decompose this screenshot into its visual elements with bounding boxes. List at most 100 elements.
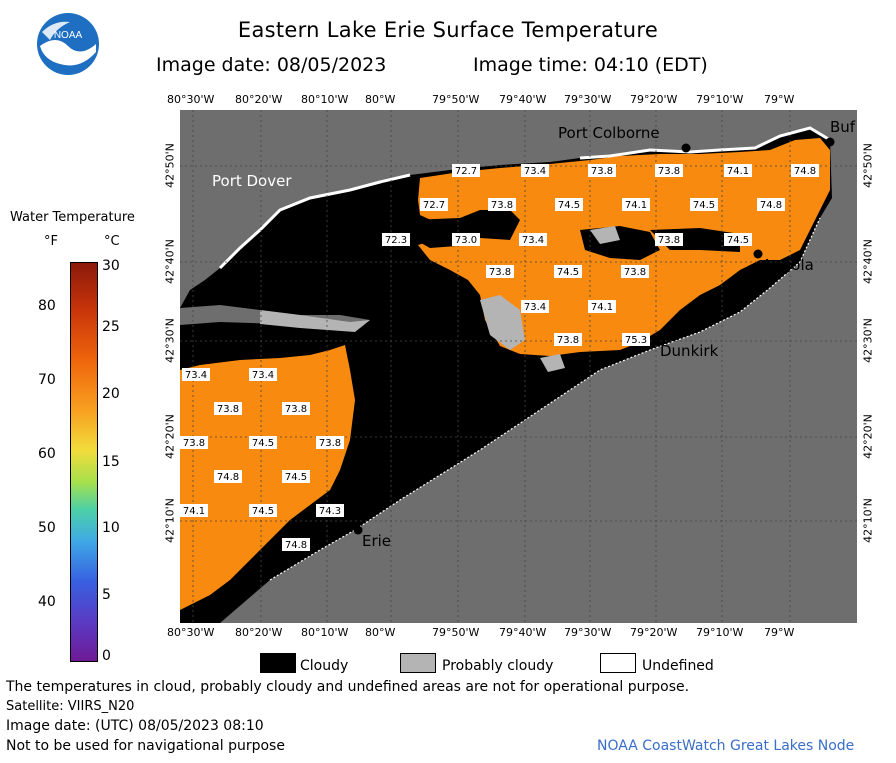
top-lon-tick: 80°10'W <box>301 93 349 106</box>
temperature-label: 74.1 <box>622 198 650 211</box>
top-lon-tick: 79°20'W <box>630 93 678 106</box>
temperature-label: 74.8 <box>214 470 242 483</box>
colorbar-c-tick: 30 <box>102 258 120 274</box>
unit-fahrenheit: °F <box>44 234 58 249</box>
probably-cloudy-swatch <box>400 653 436 673</box>
svg-text:74.5: 74.5 <box>693 200 715 211</box>
right-lat-tick: 42°40'N <box>861 239 875 284</box>
temperature-label: 73.8 <box>554 333 582 346</box>
undefined-swatch <box>600 653 636 673</box>
temperature-label: 73.8 <box>621 265 649 278</box>
bottom-lon-tick: 79°20'W <box>630 626 678 639</box>
place-dot <box>651 335 661 345</box>
colorbar-c-tick: 0 <box>102 648 111 664</box>
svg-text:74.8: 74.8 <box>760 200 782 211</box>
cloudy-label: Cloudy <box>300 658 349 674</box>
svg-text:73.8: 73.8 <box>319 438 341 449</box>
temperature-label: 73.4 <box>182 368 210 381</box>
undefined-label: Undefined <box>642 658 714 674</box>
svg-text:74.5: 74.5 <box>252 506 274 517</box>
temperature-label: 73.8 <box>655 164 683 177</box>
svg-text:73.8: 73.8 <box>491 200 513 211</box>
temperature-label: 74.8 <box>791 164 819 177</box>
svg-text:73.8: 73.8 <box>658 235 680 246</box>
bottom-lon-tick: 79°W <box>764 626 795 639</box>
top-lon-tick: 79°30'W <box>564 93 612 106</box>
nav-warning: Not to be used for navigational purpose <box>6 738 285 754</box>
right-lat-tick: 42°30'N <box>861 318 875 363</box>
temperature-label: 72.7 <box>452 164 480 177</box>
svg-text:73.4: 73.4 <box>524 302 546 313</box>
svg-text:73.8: 73.8 <box>557 335 579 346</box>
top-lon-tick: 79°10'W <box>696 93 744 106</box>
cloudy-swatch <box>260 653 296 673</box>
place-label: Dunkirk <box>660 342 719 360</box>
map-grid <box>180 110 857 623</box>
place-label: Buf <box>830 118 856 136</box>
colorbar-f-tick: 40 <box>38 594 56 610</box>
colorbar-c-tick: 5 <box>102 587 111 603</box>
svg-text:73.4: 73.4 <box>524 166 546 177</box>
noaa-logo: NOAA <box>36 12 100 76</box>
temperature-label: 73.8 <box>316 436 344 449</box>
image-date: Image date: 08/05/2023 <box>156 54 387 76</box>
probably-cloudy-label: Probably cloudy <box>442 658 554 674</box>
top-lon-tick: 79°W <box>764 93 795 106</box>
svg-text:74.8: 74.8 <box>285 540 307 551</box>
left-lat-tick: 42°20'N <box>163 414 177 459</box>
place-dot <box>681 143 691 153</box>
temperature-label: 73.4 <box>519 233 547 246</box>
temperature-label: 72.7 <box>420 198 448 211</box>
svg-text:75.3: 75.3 <box>625 335 647 346</box>
left-lat-tick: 42°50'N <box>163 143 177 188</box>
svg-text:74.5: 74.5 <box>557 267 579 278</box>
temperature-label: 74.5 <box>690 198 718 211</box>
svg-text:74.8: 74.8 <box>217 472 239 483</box>
svg-text:NOAA: NOAA <box>54 30 83 41</box>
bottom-lon-tick: 80°20'W <box>235 626 283 639</box>
place-dot <box>825 137 835 147</box>
svg-text:74.5: 74.5 <box>252 438 274 449</box>
right-lat-tick: 42°20'N <box>861 414 875 459</box>
svg-text:74.1: 74.1 <box>727 166 749 177</box>
utc-date: Image date: (UTC) 08/05/2023 08:10 <box>6 718 264 734</box>
svg-text:74.1: 74.1 <box>183 506 205 517</box>
temperature-label: 73.4 <box>521 300 549 313</box>
bottom-lon-tick: 80°30'W <box>167 626 215 639</box>
disclaimer: The temperatures in cloud, probably clou… <box>6 679 690 695</box>
left-lat-tick: 42°10'N <box>163 498 177 543</box>
colorbar-c-tick: 10 <box>102 520 120 536</box>
page-title: Eastern Lake Erie Surface Temperature <box>237 18 659 42</box>
svg-text:74.8: 74.8 <box>794 166 816 177</box>
bottom-lon-tick: 79°50'W <box>432 626 480 639</box>
svg-text:73.8: 73.8 <box>591 166 613 177</box>
unit-celsius: °C <box>104 234 120 249</box>
temperature-label: 73.8 <box>214 402 242 415</box>
colorbar <box>70 262 98 662</box>
svg-text:74.1: 74.1 <box>625 200 647 211</box>
colorbar-title: Water Temperature <box>10 210 135 225</box>
svg-text:74.3: 74.3 <box>319 506 341 517</box>
svg-text:74.1: 74.1 <box>591 302 613 313</box>
temperature-label: 74.5 <box>249 504 277 517</box>
temperature-label: 74.5 <box>555 198 583 211</box>
bottom-lon-tick: 79°10'W <box>696 626 744 639</box>
svg-text:74.5: 74.5 <box>727 235 749 246</box>
colorbar-c-tick: 15 <box>102 454 120 470</box>
credit-link[interactable]: NOAA CoastWatch Great Lakes Node <box>597 738 855 754</box>
temperature-label: 73.8 <box>180 436 208 449</box>
temperature-label: 74.1 <box>180 504 208 517</box>
right-lat-tick: 42°10'N <box>861 498 875 543</box>
svg-text:72.3: 72.3 <box>385 235 407 246</box>
right-lat-tick: 42°50'N <box>861 143 875 188</box>
map-panel: Port Colborne Buf Port Dover Angola Dunkirk E… <box>180 110 857 623</box>
svg-text:73.4: 73.4 <box>522 235 544 246</box>
temperature-label: 75.3 <box>622 333 650 346</box>
svg-text:73.8: 73.8 <box>489 267 511 278</box>
top-lon-tick: 80°30'W <box>167 93 215 106</box>
place-dot <box>353 525 363 535</box>
temperature-label: 73.8 <box>486 265 514 278</box>
place-dot <box>753 249 763 259</box>
lake-map: Port Colborne Buf Port Dover Angola Dunkirk E… <box>180 110 857 623</box>
svg-text:74.5: 74.5 <box>558 200 580 211</box>
